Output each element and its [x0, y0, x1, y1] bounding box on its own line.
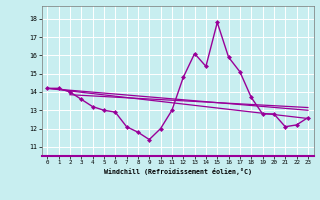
X-axis label: Windchill (Refroidissement éolien,°C): Windchill (Refroidissement éolien,°C) [104, 168, 252, 175]
